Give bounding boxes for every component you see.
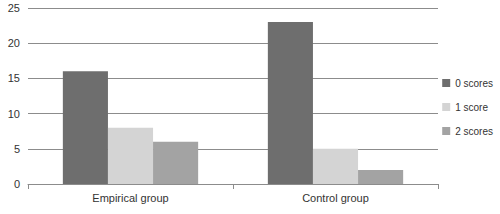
svg-text:1 score: 1 score bbox=[455, 102, 488, 113]
svg-text:15: 15 bbox=[8, 72, 20, 84]
svg-text:5: 5 bbox=[14, 143, 20, 155]
svg-text:10: 10 bbox=[8, 108, 20, 120]
svg-text:20: 20 bbox=[8, 37, 20, 49]
svg-text:0 scores: 0 scores bbox=[455, 78, 493, 89]
svg-text:2 scores: 2 scores bbox=[455, 126, 493, 137]
svg-text:25: 25 bbox=[8, 2, 20, 14]
svg-text:Control group: Control group bbox=[302, 192, 369, 204]
svg-text:Empirical group: Empirical group bbox=[92, 192, 168, 204]
svg-text:0: 0 bbox=[14, 178, 20, 190]
